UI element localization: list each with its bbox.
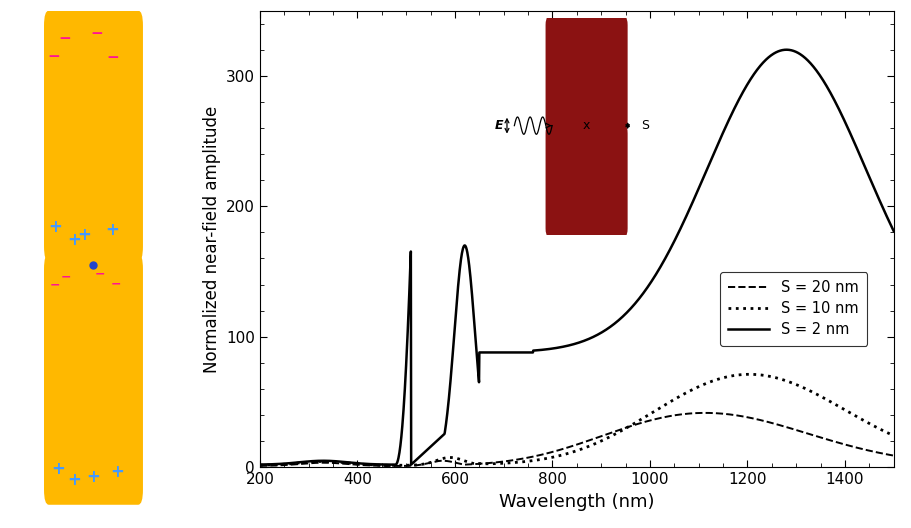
Text: +: + bbox=[106, 221, 119, 239]
X-axis label: Wavelength (nm): Wavelength (nm) bbox=[498, 493, 654, 511]
S = 20 nm bbox=[753, 417, 764, 423]
Text: +: + bbox=[67, 472, 81, 489]
Text: −: − bbox=[107, 50, 118, 65]
FancyBboxPatch shape bbox=[44, 254, 143, 505]
Text: +: + bbox=[87, 468, 100, 486]
S = 2 nm bbox=[870, 189, 881, 195]
Text: −: − bbox=[58, 31, 71, 46]
Y-axis label: Normalized near-field amplitude: Normalized near-field amplitude bbox=[202, 105, 220, 373]
FancyBboxPatch shape bbox=[545, 12, 627, 133]
Text: +: + bbox=[110, 463, 124, 481]
S = 10 nm bbox=[562, 450, 573, 457]
S = 10 nm bbox=[870, 424, 881, 430]
S = 10 nm bbox=[254, 462, 265, 468]
Line: S = 2 nm: S = 2 nm bbox=[260, 50, 893, 465]
S = 20 nm bbox=[562, 444, 573, 450]
FancyBboxPatch shape bbox=[545, 120, 627, 241]
Text: −: − bbox=[47, 49, 60, 64]
Line: S = 10 nm: S = 10 nm bbox=[260, 374, 893, 465]
S = 2 nm bbox=[562, 342, 573, 348]
S = 20 nm bbox=[887, 452, 898, 459]
Text: +: + bbox=[51, 460, 66, 478]
S = 2 nm bbox=[887, 228, 898, 234]
S = 2 nm bbox=[286, 460, 297, 466]
S = 10 nm bbox=[376, 462, 387, 468]
S = 10 nm bbox=[887, 432, 898, 439]
S = 20 nm bbox=[286, 461, 297, 468]
S = 2 nm bbox=[254, 461, 265, 468]
Text: −: − bbox=[50, 279, 60, 292]
S = 2 nm bbox=[869, 188, 880, 195]
FancyBboxPatch shape bbox=[44, 11, 143, 261]
S = 10 nm bbox=[286, 460, 297, 467]
S = 20 nm bbox=[699, 410, 710, 416]
S = 10 nm bbox=[546, 454, 557, 460]
Text: S: S bbox=[640, 119, 648, 132]
Text: −: − bbox=[110, 278, 121, 291]
Text: +: + bbox=[77, 225, 91, 243]
Legend: S = 20 nm, S = 10 nm, S = 2 nm: S = 20 nm, S = 10 nm, S = 2 nm bbox=[719, 271, 866, 346]
S = 20 nm bbox=[870, 449, 881, 455]
Text: +: + bbox=[48, 218, 62, 236]
Text: x: x bbox=[582, 119, 589, 132]
S = 2 nm bbox=[546, 345, 557, 352]
Text: +: + bbox=[67, 231, 81, 249]
S = 10 nm bbox=[869, 423, 880, 430]
S = 10 nm bbox=[743, 371, 754, 378]
S = 2 nm bbox=[753, 64, 764, 70]
S = 20 nm bbox=[869, 449, 880, 455]
S = 2 nm bbox=[780, 46, 791, 53]
S = 20 nm bbox=[546, 449, 557, 455]
Text: −: − bbox=[90, 26, 103, 41]
S = 2 nm bbox=[390, 461, 401, 468]
S = 20 nm bbox=[254, 463, 265, 469]
Text: −: − bbox=[95, 268, 105, 281]
Text: E: E bbox=[494, 119, 502, 132]
Line: S = 20 nm: S = 20 nm bbox=[260, 413, 893, 466]
Text: −: − bbox=[61, 271, 72, 284]
S = 20 nm bbox=[376, 463, 387, 469]
S = 10 nm bbox=[753, 372, 764, 378]
